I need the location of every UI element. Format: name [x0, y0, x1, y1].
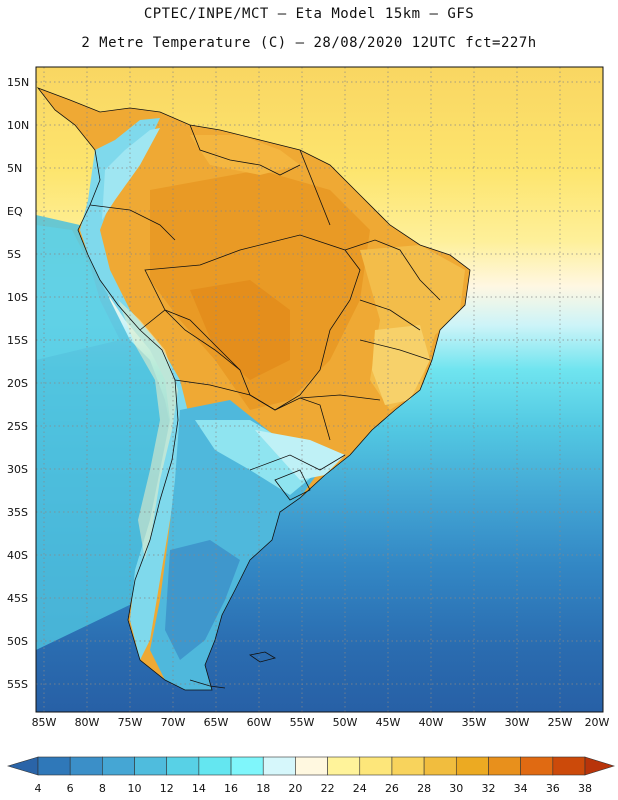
colorbar-cell — [69, 756, 103, 776]
colorbar-cell — [166, 756, 200, 776]
colorbar-cell — [391, 756, 425, 776]
lon-label: 35W — [461, 716, 487, 729]
colorbar-tick-label: 34 — [513, 782, 528, 795]
lon-label: 55W — [289, 716, 315, 729]
colorbar-cell — [455, 756, 489, 776]
lon-label: 25W — [547, 716, 573, 729]
graticule — [36, 67, 603, 712]
lon-label: 80W — [74, 716, 100, 729]
lon-label: 40W — [418, 716, 444, 729]
lon-label: 50W — [332, 716, 358, 729]
lat-label: 10S — [7, 291, 28, 304]
colorbar-cell — [359, 756, 393, 776]
lat-label: 40S — [7, 549, 28, 562]
colorbar-tick-label: 20 — [288, 782, 303, 795]
colorbar-cell — [552, 756, 586, 776]
colorbar-tick-label: 6 — [66, 782, 74, 795]
colorbar-cell — [37, 756, 71, 776]
lat-label: EQ — [7, 205, 23, 218]
map-frame — [35, 66, 604, 713]
colorbar-cell — [295, 756, 328, 776]
lon-label: 75W — [117, 716, 143, 729]
lon-label: 30W — [504, 716, 530, 729]
colorbar-cell — [230, 756, 264, 776]
political-borders — [36, 87, 471, 691]
colorbar-cell — [134, 756, 168, 776]
lat-label: 30S — [7, 463, 28, 476]
lat-label: 10N — [7, 119, 30, 132]
colorbar-tick-label: 12 — [159, 782, 174, 795]
colorbar-tick-label: 32 — [481, 782, 496, 795]
colorbar-tick-label: 30 — [449, 782, 464, 795]
colorbar-tick-label: 16 — [224, 782, 239, 795]
colorbar-cell — [520, 756, 554, 776]
lon-label: 60W — [246, 716, 272, 729]
colorbar-cell — [198, 756, 232, 776]
colorbar-cell — [423, 756, 457, 776]
colorbar-tick-label: 18 — [256, 782, 271, 795]
colorbar-tick-label: 36 — [545, 782, 560, 795]
lat-label: 5S — [7, 248, 21, 261]
colorbar-right-arrow — [584, 756, 616, 776]
lat-label: 20S — [7, 377, 28, 390]
colorbar-tick-label: 38 — [578, 782, 592, 795]
lon-label: 45W — [375, 716, 401, 729]
colorbar-tick-label: 22 — [320, 782, 335, 795]
lat-label: 35S — [7, 506, 28, 519]
lat-label: 55S — [7, 678, 28, 691]
colorbar-left-arrow — [6, 756, 39, 776]
lon-label: 85W — [31, 716, 57, 729]
colorbar-tick-label: 10 — [127, 782, 142, 795]
map-subtitle: 2 Metre Temperature (C) – 28/08/2020 12U… — [81, 35, 537, 51]
colorbar-tick-label: 26 — [384, 782, 399, 795]
colorbar — [6, 756, 616, 776]
lat-label: 15S — [7, 334, 28, 347]
lat-label: 45S — [7, 592, 28, 605]
lon-label: 65W — [203, 716, 229, 729]
colorbar-cell — [327, 756, 361, 776]
lat-label: 50S — [7, 635, 28, 648]
andes-cold-strip — [80, 118, 190, 660]
colorbar-cell — [262, 756, 296, 776]
colorbar-tick-label: 24 — [352, 782, 367, 795]
colorbar-tick-label: 14 — [191, 782, 206, 795]
lat-label: 15N — [7, 76, 30, 89]
lat-label: 5N — [7, 162, 23, 175]
map-title: CPTEC/INPE/MCT – Eta Model 15km – GFS — [143, 6, 475, 22]
colorbar-cell — [102, 756, 135, 776]
colorbar-cell — [488, 756, 521, 776]
colorbar-tick-label: 4 — [34, 782, 42, 795]
lon-label: 20W — [584, 716, 610, 729]
colorbar-tick-label: 28 — [417, 782, 432, 795]
colorbar-tick-label: 8 — [98, 782, 106, 795]
lat-label: 25S — [7, 420, 28, 433]
lon-label: 70W — [160, 716, 186, 729]
